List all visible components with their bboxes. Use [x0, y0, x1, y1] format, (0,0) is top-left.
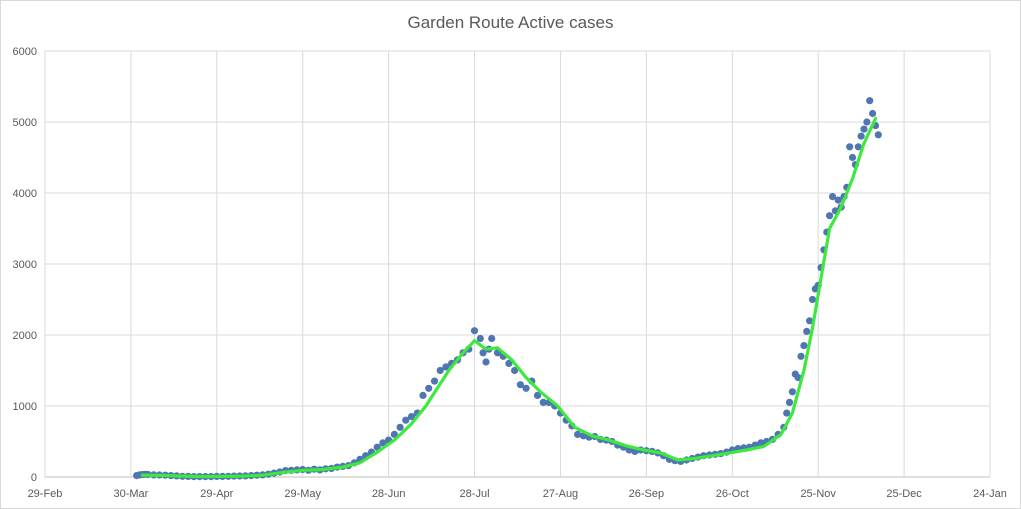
data-point: [522, 384, 530, 392]
data-point: [808, 295, 817, 304]
y-tick-label: 6000: [13, 46, 37, 58]
trend-line: [140, 116, 878, 479]
data-point: [857, 132, 865, 140]
chart-title: Garden Route Active cases: [407, 13, 614, 32]
data-point: [379, 439, 387, 447]
data-point: [783, 409, 791, 417]
y-tick-label: 2000: [13, 330, 37, 342]
x-tick-label: 28-Jun: [372, 488, 406, 500]
x-tick-label: 25-Nov: [800, 488, 836, 500]
data-point: [402, 416, 410, 424]
y-tick-label: 0: [31, 472, 37, 484]
data-point: [396, 423, 404, 431]
data-point: [803, 327, 811, 335]
data-point: [510, 366, 519, 375]
x-tick-label: 24-Jan: [973, 488, 1007, 500]
data-point: [863, 118, 871, 126]
data-point: [826, 212, 834, 220]
x-tick-label: 29-Apr: [200, 488, 233, 500]
data-point: [407, 413, 416, 421]
data-point: [806, 317, 814, 325]
x-tick-label: 29-Feb: [28, 488, 63, 500]
data-point: [800, 342, 808, 350]
data-point: [425, 384, 433, 392]
x-tick-label: 26-Sep: [629, 488, 664, 500]
data-point: [488, 334, 496, 343]
x-tick-label: 28-Jul: [460, 488, 490, 500]
data-point: [874, 131, 882, 139]
data-point: [785, 398, 794, 406]
data-point: [866, 97, 874, 105]
data-point: [476, 334, 484, 343]
data-point: [869, 109, 877, 118]
x-tick-label: 27-Aug: [543, 488, 578, 500]
data-point: [516, 381, 525, 389]
data-point: [860, 125, 868, 133]
data-point: [757, 439, 765, 447]
y-tick-label: 3000: [13, 259, 37, 271]
data-point: [470, 327, 479, 335]
data-point: [505, 359, 513, 367]
x-tick-label: 29-May: [284, 488, 321, 500]
data-point: [436, 366, 444, 375]
data-point: [828, 193, 837, 201]
data-point: [419, 391, 427, 399]
data-point: [539, 398, 547, 406]
data-point: [479, 349, 487, 357]
x-tick-label: 26-Oct: [716, 488, 749, 500]
data-point: [430, 377, 439, 385]
data-point: [797, 352, 805, 360]
data-point: [854, 143, 862, 151]
data-point: [533, 391, 542, 399]
data-point: [574, 430, 582, 438]
data-point: [482, 358, 490, 366]
data-point: [846, 143, 854, 151]
x-tick-label: 25-Dec: [886, 488, 922, 500]
y-tick-label: 5000: [13, 117, 37, 129]
x-tick-label: 30-Mar: [113, 488, 148, 500]
data-point: [788, 388, 797, 396]
data-point: [848, 153, 857, 162]
y-tick-label: 4000: [13, 188, 37, 200]
y-tick-label: 1000: [13, 401, 37, 413]
data-point: [834, 196, 842, 204]
data-point: [442, 363, 450, 371]
